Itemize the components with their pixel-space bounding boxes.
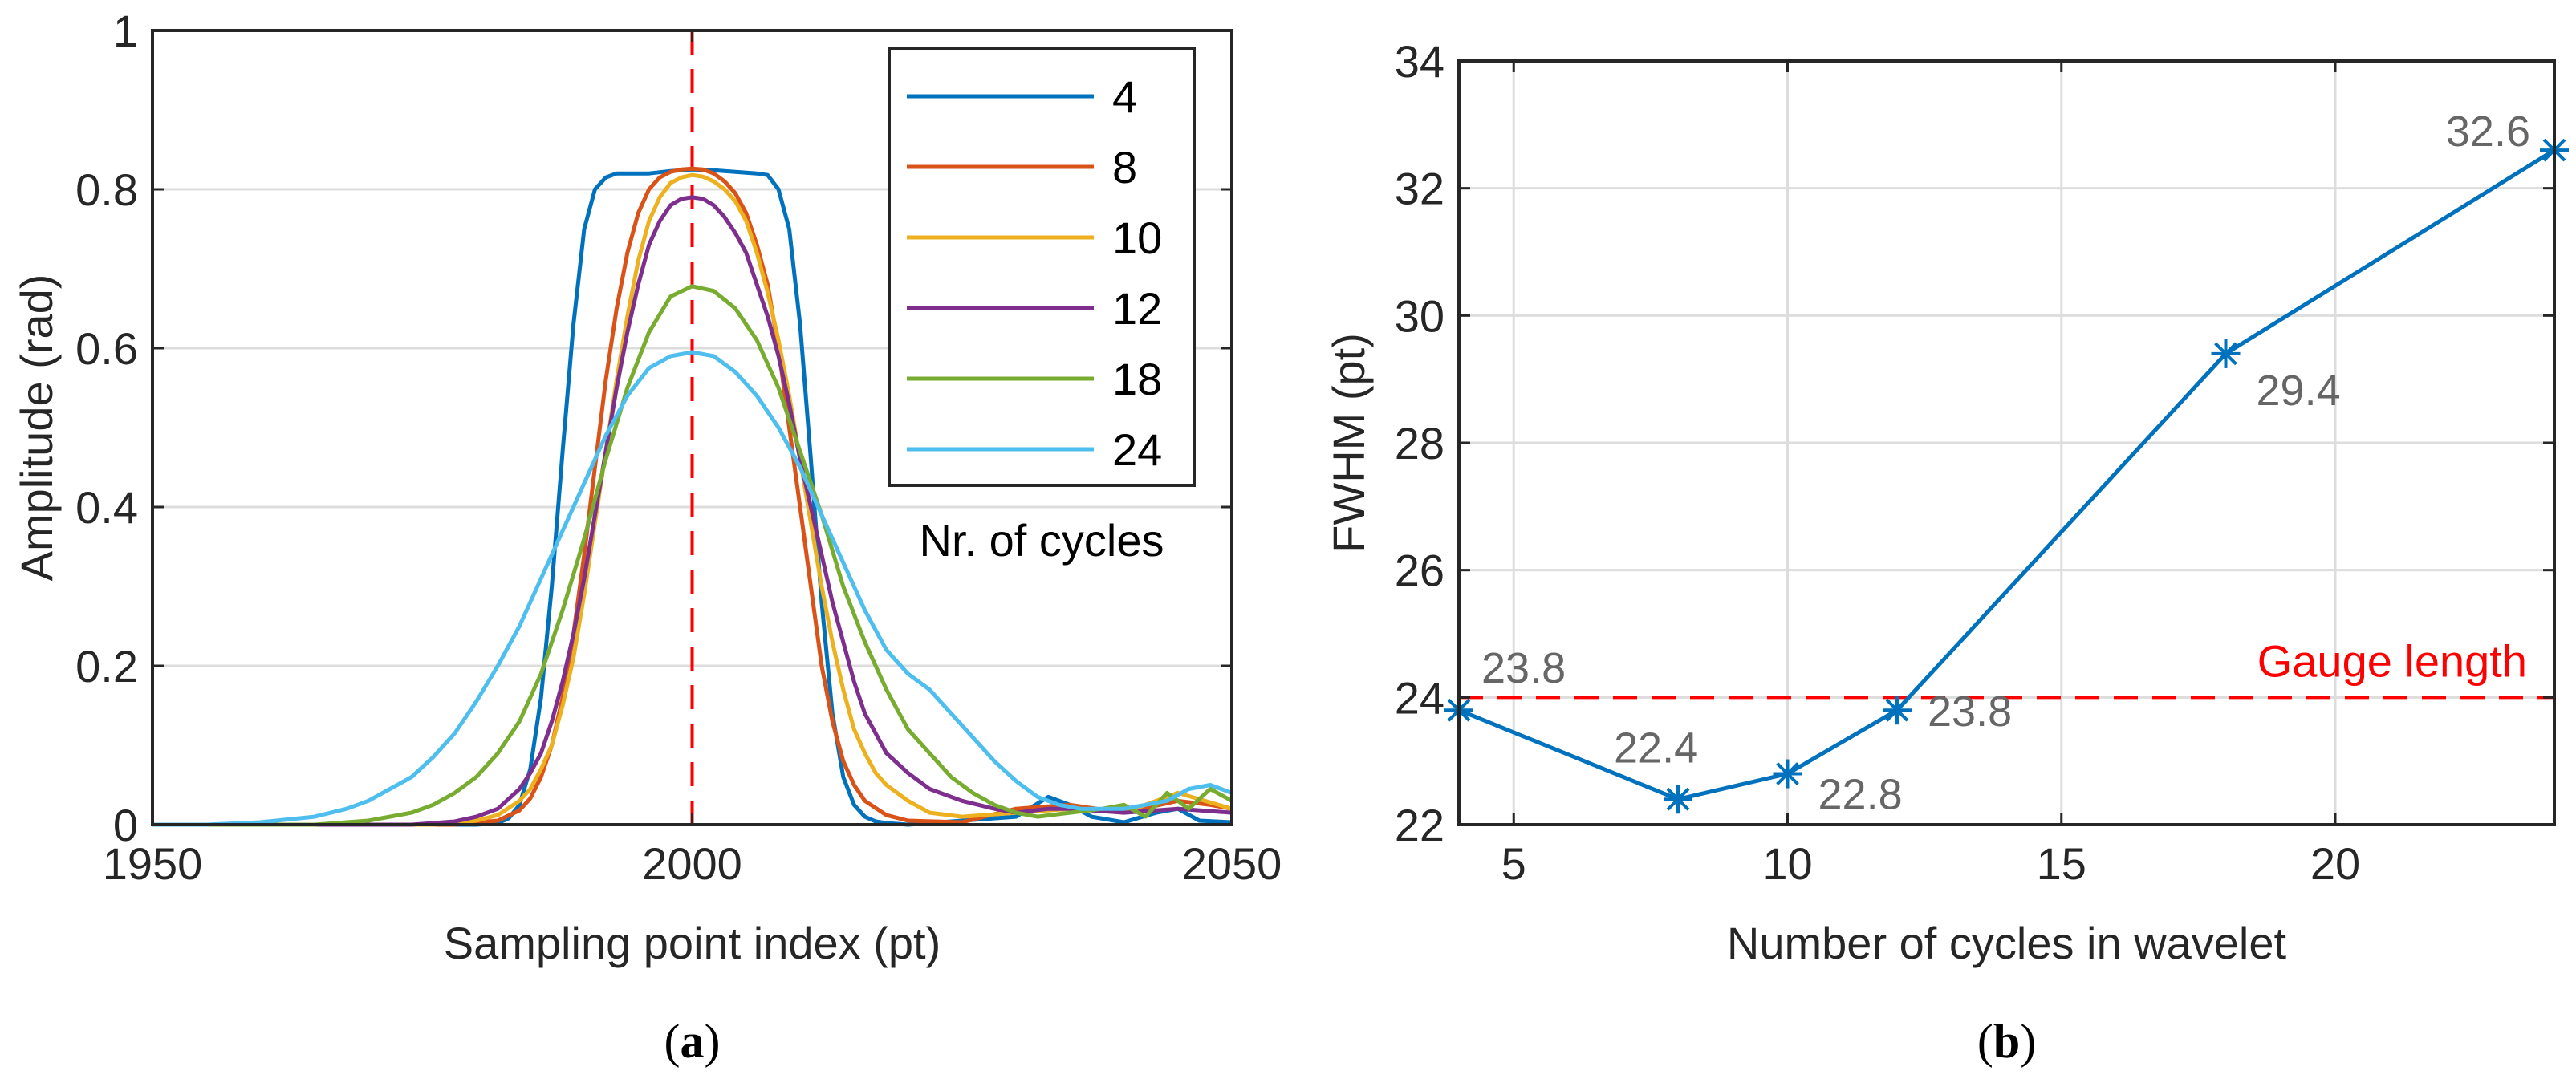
chart-b-caption: (b) (1977, 1015, 2036, 1068)
gauge-length-label: Gauge length (2257, 635, 2527, 686)
series-line-10 (152, 172, 1233, 827)
chart-a-ticks (151, 29, 1233, 826)
chart-a-x-tick-label: 2000 (642, 838, 742, 889)
data-point-marker (2211, 339, 2241, 368)
legend-title: Nr. of cycles (920, 515, 1164, 566)
legend-label-12: 12 (1112, 283, 1162, 334)
chart-b-tick-labels: 5 10 15 20 22 24 26 28 30 32 34 (1395, 36, 2360, 889)
data-point-label: 23.8 (1481, 644, 1566, 692)
chart-b-reference-line: Gauge length (1459, 635, 2554, 700)
chart-a-y-tick-label: 0.8 (75, 164, 138, 215)
chart-a-y-tick-label: 1 (113, 6, 138, 56)
chart-b-y-axis-label: FWHM (pt) (1323, 333, 1374, 553)
data-point-marker (1883, 696, 1912, 725)
chart-a-y-axis-label: Amplitude (rad) (11, 274, 62, 582)
data-point-label: 23.8 (1928, 687, 2012, 736)
chart-a-tick-labels: 1950 2000 2050 0 0.2 0.4 0.6 0.8 1 (75, 6, 1282, 889)
fwhm-line (1458, 148, 2556, 801)
series-line-8 (152, 166, 1233, 827)
chart-b-ticks (1459, 59, 2554, 826)
chart-a-y-tick-label: 0.6 (75, 323, 138, 374)
chart-b: Gauge length 23.8 22.4 22.8 23.8 29.4 32.6 5 1… (1323, 36, 2569, 1068)
series-line-12 (152, 195, 1233, 827)
chart-a-x-tick-label: 2050 (1182, 838, 1282, 889)
chart-a-y-tick-label: 0.4 (75, 482, 138, 533)
legend-label-10: 10 (1112, 213, 1162, 263)
chart-b-x-tick-label: 15 (2037, 838, 2086, 889)
chart-b-x-tick-label: 20 (2310, 838, 2360, 889)
legend-label-4: 4 (1112, 71, 1137, 122)
chart-a-caption: (a) (664, 1015, 721, 1068)
legend-box (888, 47, 1196, 487)
chart-a: 1950 2000 2050 0 0.2 0.4 0.6 0.8 1 Sampling poin… (11, 6, 1282, 1068)
series-line-18 (152, 284, 1233, 827)
chart-b-y-tick-label: 28 (1395, 418, 1444, 468)
chart-a-series-group (152, 166, 1233, 827)
chart-b-y-tick-label: 24 (1395, 672, 1444, 723)
chart-a-x-axis-label: Sampling point index (pt) (444, 918, 941, 968)
chart-b-x-tick-label: 5 (1501, 838, 1526, 889)
series-line-24 (152, 350, 1233, 827)
chart-b-y-tick-label: 34 (1395, 36, 1444, 87)
chart-b-y-tick-label: 26 (1395, 546, 1444, 596)
chart-b-y-tick-label: 30 (1395, 290, 1444, 341)
chart-a-x-tick-label: 1950 (103, 838, 203, 889)
chart-b-x-tick-label: 10 (1762, 838, 1812, 889)
legend-label-8: 8 (1112, 142, 1137, 193)
legend-label-18: 18 (1112, 354, 1162, 404)
data-point-label: 32.6 (2446, 107, 2530, 156)
data-point-marker (1773, 759, 1802, 789)
data-point-label: 29.4 (2257, 367, 2341, 415)
data-point-marker (1664, 785, 1692, 814)
data-point-label: 22.4 (1614, 724, 1698, 772)
chart-a-legend: 4 8 10 12 18 24 Nr. of cycles (888, 47, 1196, 566)
chart-b-y-tick-label: 32 (1395, 164, 1444, 214)
chart-a-y-tick-label: 0.2 (75, 641, 138, 692)
chart-b-y-tick-label: 22 (1395, 800, 1444, 850)
chart-b-x-axis-label: Number of cycles in wavelet (1727, 918, 2287, 968)
chart-a-y-tick-label: 0 (113, 800, 138, 850)
legend-label-24: 24 (1112, 424, 1162, 475)
data-point-label: 22.8 (1818, 771, 1903, 819)
